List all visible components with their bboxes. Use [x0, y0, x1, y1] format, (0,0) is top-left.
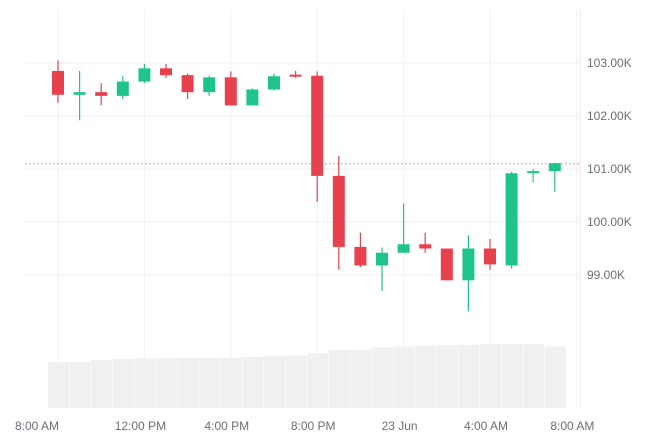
- candle-body: [138, 68, 151, 82]
- candle-body: [354, 246, 367, 266]
- candle-body: [52, 70, 64, 95]
- y-tick-label: 100.00K: [587, 215, 632, 229]
- volume-bar: [285, 355, 307, 408]
- volume-bar: [523, 344, 545, 408]
- volume-bar: [436, 345, 458, 408]
- volume-bar: [372, 347, 393, 408]
- volume-bar: [350, 349, 372, 408]
- x-tick-label: 12:00 PM: [115, 419, 166, 433]
- candle-body: [268, 76, 280, 90]
- volume-bar: [69, 362, 91, 408]
- candle-body: [311, 75, 324, 176]
- candle-body: [332, 175, 345, 247]
- x-tick-label: 8:00 AM: [15, 419, 59, 433]
- x-tick-label: 4:00 AM: [464, 419, 508, 433]
- candle-body: [160, 68, 172, 76]
- candle-body: [95, 92, 108, 96]
- volume-bar: [220, 357, 242, 408]
- volume-bar: [328, 350, 350, 408]
- candle-body: [246, 89, 259, 106]
- candle-body: [419, 244, 432, 249]
- volume-bar: [91, 360, 113, 408]
- volume-bar: [242, 357, 264, 408]
- volume-bar: [199, 357, 221, 408]
- candle-body: [203, 77, 216, 93]
- y-tick-label: 99.00K: [587, 268, 625, 282]
- candle-body: [73, 92, 86, 95]
- y-axis-ticks: 103.00K 102.00K 101.00K 100.00K 99.00K: [587, 56, 632, 282]
- y-tick-label: 103.00K: [587, 56, 632, 70]
- volume-bar: [415, 345, 437, 408]
- candle-body: [116, 81, 129, 96]
- volume-bar: [501, 344, 523, 408]
- volume-bar: [544, 346, 566, 408]
- volume-bar: [48, 362, 69, 408]
- volume-bar: [393, 346, 415, 408]
- candle-body: [484, 248, 496, 265]
- candle-body: [224, 77, 237, 106]
- y-tick-label: 102.00K: [587, 109, 632, 123]
- x-tick-label: 8:00 PM: [291, 419, 336, 433]
- x-tick-label: 4:00 PM: [204, 419, 249, 433]
- x-axis-ticks: 8:00 AM 12:00 PM 4:00 PM 8:00 PM 23 Jun 4:00 …: [15, 419, 594, 433]
- candle-body: [440, 248, 453, 281]
- volume-bar: [156, 358, 177, 408]
- x-tick-label: 8:00 AM: [550, 419, 594, 433]
- volume-bar: [112, 359, 134, 408]
- candle-body: [397, 244, 410, 253]
- candle-body: [505, 173, 518, 266]
- candle-body: [527, 171, 540, 174]
- volume-bar: [134, 358, 156, 408]
- candle-body: [289, 74, 302, 77]
- candle-body: [548, 163, 561, 172]
- volume-bar: [177, 357, 199, 408]
- candle-body: [376, 252, 388, 266]
- y-tick-label: 101.00K: [587, 162, 632, 176]
- volume-bar: [264, 356, 285, 408]
- x-tick-label: 23 Jun: [382, 419, 418, 433]
- candle-body: [462, 248, 475, 281]
- volume-bar: [480, 344, 501, 408]
- volume-bar: [458, 345, 480, 408]
- volume-bar: [307, 353, 329, 408]
- candles: [52, 60, 561, 312]
- volume-bars: [48, 344, 566, 408]
- candle-body: [181, 75, 194, 93]
